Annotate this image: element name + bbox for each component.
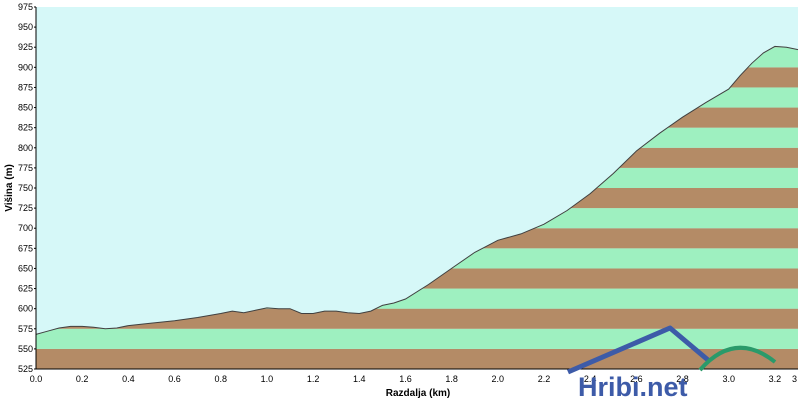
elevation-band <box>36 308 798 329</box>
x-tick-label: 1.0 <box>261 374 274 384</box>
x-tick-label: 3.2 <box>769 374 782 384</box>
y-tick-label: 650 <box>18 263 33 273</box>
elevation-band <box>36 348 798 369</box>
x-tick-label: 0.4 <box>122 374 135 384</box>
y-tick-label: 525 <box>18 364 33 374</box>
x-tick-label: 2.6 <box>630 374 643 384</box>
x-tick-label: 3 <box>792 374 797 384</box>
logo-mountain-roof <box>567 325 710 375</box>
x-tick-label: 1.2 <box>307 374 320 384</box>
y-tick-label: 850 <box>18 103 33 113</box>
x-tick-label: 0.8 <box>214 374 227 384</box>
x-tick-label: 2.8 <box>676 374 689 384</box>
logo-text: Hribi.net <box>578 372 688 401</box>
y-tick-label: 675 <box>18 243 33 253</box>
y-tick-label: 575 <box>18 324 33 334</box>
y-tick-label: 550 <box>18 344 33 354</box>
x-tick-label: 1.4 <box>353 374 366 384</box>
y-tick-label: 950 <box>18 22 33 32</box>
y-tick-label: 800 <box>18 143 33 153</box>
y-tick-label: 775 <box>18 163 33 173</box>
y-axis-title: Višina (m) <box>4 164 15 212</box>
y-tick-label: 750 <box>18 183 33 193</box>
x-tick-label: 0.6 <box>168 374 181 384</box>
y-tick-label: 625 <box>18 284 33 294</box>
y-tick-label: 875 <box>18 82 33 92</box>
x-tick-label: 1.8 <box>445 374 458 384</box>
y-tick-label: 700 <box>18 223 33 233</box>
x-tick-label: 2.0 <box>492 374 505 384</box>
y-tick-label: 725 <box>18 203 33 213</box>
x-axis-title: Razdalja (km) <box>386 388 450 399</box>
y-tick-label: 925 <box>18 42 33 52</box>
x-tick-label: 2.4 <box>584 374 597 384</box>
y-tick-label: 600 <box>18 304 33 314</box>
x-tick-label: 0.0 <box>30 374 43 384</box>
x-tick-label: 1.6 <box>399 374 412 384</box>
elevation-line <box>35 45 799 335</box>
logo-green-arc <box>698 345 777 372</box>
y-tick-label: 975 <box>18 2 33 12</box>
x-tick-label: 0.2 <box>76 374 89 384</box>
y-tick-label: 825 <box>18 123 33 133</box>
elevation-band <box>36 328 798 349</box>
x-tick-label: 2.2 <box>538 374 551 384</box>
hribi-logo: Hribi.net <box>567 325 777 401</box>
x-tick-label: 3.0 <box>722 374 735 384</box>
y-tick-label: 900 <box>18 62 33 72</box>
